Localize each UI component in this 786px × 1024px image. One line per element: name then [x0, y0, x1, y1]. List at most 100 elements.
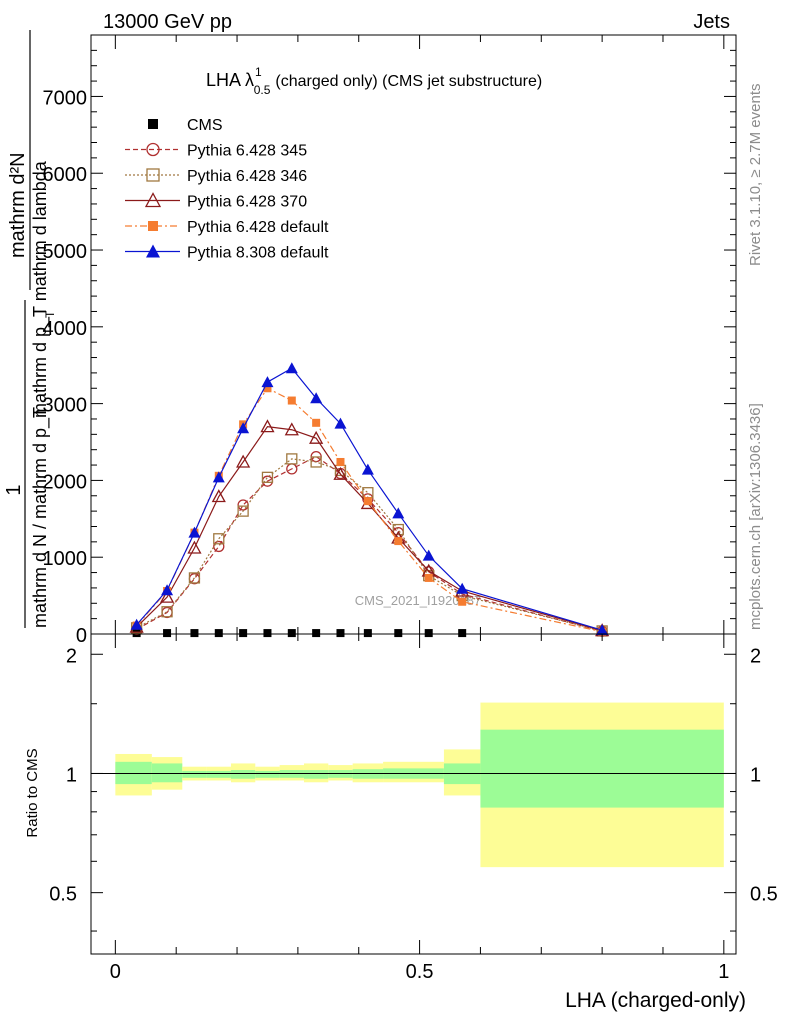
data-point	[214, 629, 223, 638]
data-point	[263, 384, 272, 393]
data-point	[213, 540, 225, 553]
legend-item-2: Pythia 6.428 346	[125, 168, 307, 185]
ratio-y-axis-label: Ratio to CMS	[24, 748, 41, 837]
ratio-y-tick-label-right: 1	[750, 764, 761, 786]
y-tick-label: 4000	[43, 318, 88, 340]
data-point	[187, 540, 202, 554]
data-point	[424, 629, 433, 638]
band-inner	[151, 763, 183, 783]
x-tick-label: 0	[110, 961, 121, 983]
x-tick-labels: 0 0.5 1	[110, 961, 730, 983]
data-point	[236, 454, 251, 468]
data-point	[188, 572, 201, 584]
data-point	[361, 463, 374, 475]
data-point	[333, 466, 348, 480]
plot-title-sub: 0.5	[254, 83, 271, 97]
band-inner	[303, 770, 329, 779]
legend-label: Pythia 8.308 default	[187, 245, 329, 262]
data-point	[213, 533, 225, 545]
legend-label: Pythia 6.428 346	[187, 168, 307, 185]
y-tick-label: 2000	[43, 471, 88, 493]
data-point	[188, 526, 201, 538]
ratio-y-tick-label-right: 2	[750, 645, 761, 667]
plot-title-rest: (charged only) (CMS jet substructure)	[275, 73, 542, 90]
y-label-den: mathrm d p_T mathrm d lambda	[30, 160, 51, 418]
ratio-y-tick-labels: 0.5 0.5 1 1 2 2	[49, 645, 778, 905]
data-point	[394, 629, 403, 638]
ratio-plot-panel: 0.5 0.5 1 1 2 2 0 0.5 1 Ratio to CMS LHA (charg…	[24, 633, 778, 1012]
x-tick-label: 0.5	[406, 961, 434, 983]
legend-label: Pythia 6.428 default	[187, 219, 329, 236]
data-point	[422, 549, 435, 561]
data-point	[287, 396, 296, 405]
data-point	[312, 418, 321, 427]
ratio-y-tick-label: 0.5	[49, 884, 77, 906]
data-point	[159, 589, 175, 603]
y-tick-label: 0	[76, 625, 87, 647]
analysis-watermark: CMS_2021_I1920187	[355, 593, 482, 608]
series-line	[136, 458, 603, 632]
header-left: 13000 GeV pp	[103, 11, 232, 33]
legend-marker	[144, 192, 162, 208]
data-point	[239, 629, 248, 638]
data-point	[287, 629, 296, 638]
band-inner	[206, 770, 231, 778]
data-point	[310, 456, 322, 468]
series-2	[130, 453, 608, 637]
main-y-axis-label: 1 mathrm d N / mathrm d p_T mathrm d²N m…	[3, 30, 57, 628]
data-point	[260, 419, 275, 433]
data-point	[334, 417, 347, 429]
data-point	[392, 507, 405, 519]
data-point	[363, 497, 372, 506]
plot-title-sup: 1	[255, 65, 262, 79]
main-y-tick-labels: 0 1000 2000 3000 4000 5000 6000 7000	[43, 87, 88, 647]
y-label-prefix: 1	[3, 484, 25, 495]
data-point	[284, 422, 299, 436]
plot-title: LHA λ1 0.5 (charged only) (CMS jet substru…	[206, 65, 542, 97]
data-point	[237, 505, 249, 517]
data-point	[312, 629, 321, 638]
series-line	[136, 367, 603, 631]
data-point	[394, 537, 403, 546]
band-inner	[182, 770, 207, 778]
legend-marker	[146, 244, 160, 258]
y-tick-label: 7000	[43, 87, 88, 109]
legend-label: Pythia 6.428 345	[187, 143, 307, 160]
ratio-uncertainty-bands	[115, 702, 724, 868]
y-tick-label: 6000	[43, 164, 88, 186]
ratio-y-tick-label: 2	[66, 645, 77, 667]
plot-title-main: LHA λ	[206, 70, 254, 90]
legend-marker	[146, 142, 160, 157]
series-1	[130, 450, 608, 637]
data-point	[286, 453, 298, 465]
band-inner	[230, 770, 256, 779]
legend-item-0: CMS	[148, 117, 223, 134]
legend-marker	[146, 168, 160, 182]
data-point	[161, 584, 174, 596]
data-point	[458, 597, 467, 606]
data-point	[424, 573, 433, 582]
ratio-y-tick-label: 1	[66, 764, 77, 786]
data-point	[285, 362, 298, 374]
y-label-frac-den: mathrm d N / mathrm d p_T	[30, 407, 51, 628]
data-point	[261, 376, 274, 388]
legend-label: CMS	[187, 117, 223, 134]
legend-item-3: Pythia 6.428 370	[125, 192, 307, 211]
main-plot-panel: 0 1000 2000 3000 4000 5000 6000 7000 CMS_2021_I…	[3, 30, 737, 647]
ratio-plot-frame	[90, 633, 737, 955]
legend-marker	[148, 221, 158, 231]
y-tick-label: 5000	[43, 241, 88, 263]
main-ticks	[91, 34, 736, 635]
data-point	[263, 629, 272, 638]
ratio-y-tick-label-right: 0.5	[750, 884, 778, 906]
x-axis-label: LHA (charged-only)	[565, 989, 746, 1012]
band-inner	[480, 729, 724, 808]
legend-item-1: Pythia 6.428 345	[125, 143, 307, 160]
series-5	[130, 362, 609, 636]
data-point	[163, 629, 172, 638]
data-point	[212, 471, 225, 483]
data-point	[456, 582, 469, 594]
data-point	[309, 430, 324, 444]
y-tick-label: 3000	[43, 395, 88, 417]
